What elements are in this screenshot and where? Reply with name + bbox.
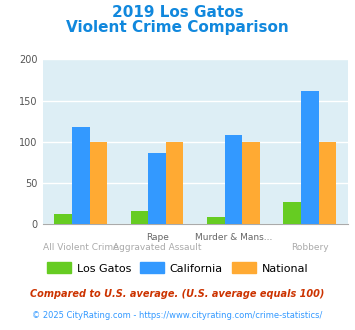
Bar [318,142,336,224]
Text: Rape: Rape [146,233,169,242]
Bar [148,152,166,224]
Legend: Los Gatos, California, National: Los Gatos, California, National [42,258,313,278]
Text: All Violent Crime: All Violent Crime [43,243,119,251]
Text: Compared to U.S. average. (U.S. average equals 100): Compared to U.S. average. (U.S. average … [30,289,325,299]
Bar [283,202,301,224]
Text: Murder & Mans...: Murder & Mans... [195,233,272,242]
Bar [166,142,184,224]
Bar [131,211,148,224]
Bar [242,142,260,224]
Text: Aggravated Assault: Aggravated Assault [113,243,201,251]
Bar [301,91,318,224]
Bar [207,217,225,224]
Bar [89,142,107,224]
Bar [54,214,72,224]
Text: © 2025 CityRating.com - https://www.cityrating.com/crime-statistics/: © 2025 CityRating.com - https://www.city… [32,311,323,320]
Text: Robbery: Robbery [291,243,328,251]
Text: Violent Crime Comparison: Violent Crime Comparison [66,20,289,35]
Bar [225,135,242,224]
Bar [72,127,89,224]
Text: 2019 Los Gatos: 2019 Los Gatos [112,5,243,20]
